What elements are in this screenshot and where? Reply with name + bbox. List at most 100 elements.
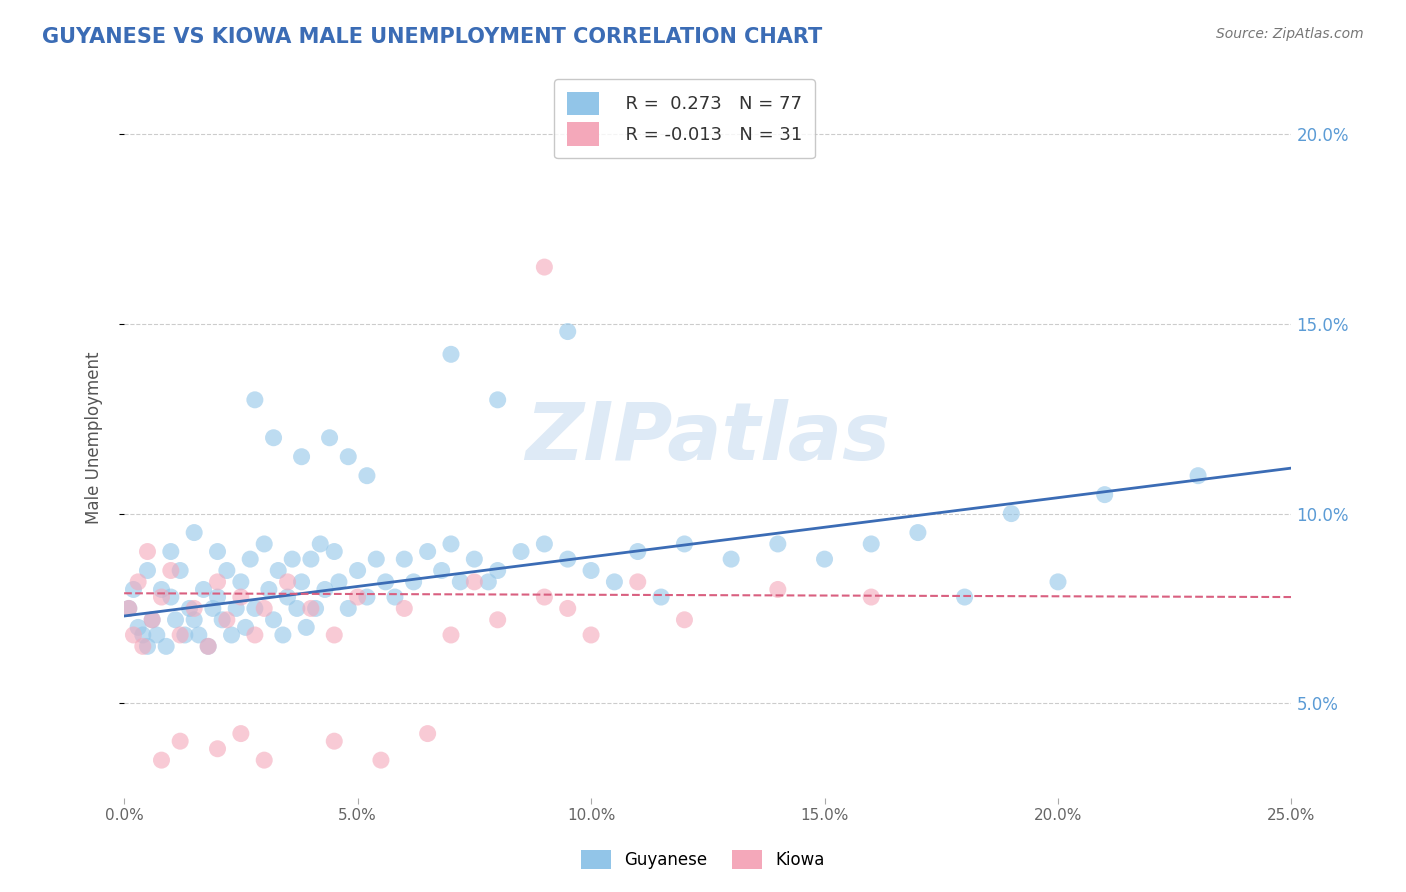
Point bbox=[235, 620, 257, 634]
Point bbox=[136, 640, 159, 654]
Point bbox=[197, 640, 219, 654]
Point bbox=[201, 601, 224, 615]
Point bbox=[557, 601, 579, 615]
Point bbox=[187, 628, 209, 642]
Point bbox=[374, 574, 396, 589]
Point bbox=[277, 574, 299, 589]
Point bbox=[127, 620, 149, 634]
Point bbox=[239, 552, 262, 566]
Point bbox=[179, 601, 201, 615]
Point bbox=[193, 582, 215, 597]
Point bbox=[1187, 468, 1209, 483]
Point bbox=[323, 734, 346, 748]
Point bbox=[243, 392, 266, 407]
Point bbox=[127, 574, 149, 589]
Point bbox=[720, 552, 742, 566]
Point bbox=[215, 613, 238, 627]
Point bbox=[907, 525, 929, 540]
Point bbox=[146, 628, 169, 642]
Point bbox=[173, 628, 195, 642]
Point bbox=[346, 564, 368, 578]
Point bbox=[271, 628, 294, 642]
Point bbox=[323, 628, 346, 642]
Text: GUYANESE VS KIOWA MALE UNEMPLOYMENT CORRELATION CHART: GUYANESE VS KIOWA MALE UNEMPLOYMENT CORR… bbox=[42, 27, 823, 46]
Point bbox=[253, 537, 276, 551]
Point bbox=[510, 544, 533, 558]
Point bbox=[229, 574, 252, 589]
Point bbox=[207, 590, 229, 604]
Point bbox=[281, 552, 304, 566]
Point bbox=[122, 628, 145, 642]
Point bbox=[150, 590, 173, 604]
Legend: Guyanese, Kiowa: Guyanese, Kiowa bbox=[571, 840, 835, 880]
Point bbox=[136, 544, 159, 558]
Point bbox=[813, 552, 835, 566]
Point bbox=[277, 590, 299, 604]
Point bbox=[155, 640, 177, 654]
Point bbox=[627, 574, 650, 589]
Point bbox=[122, 582, 145, 597]
Point bbox=[486, 392, 509, 407]
Point bbox=[309, 537, 332, 551]
Point bbox=[356, 468, 378, 483]
Point bbox=[299, 601, 322, 615]
Point bbox=[356, 590, 378, 604]
Point bbox=[533, 537, 555, 551]
Point bbox=[211, 613, 233, 627]
Point bbox=[440, 628, 463, 642]
Point bbox=[463, 552, 485, 566]
Point bbox=[402, 574, 425, 589]
Point bbox=[318, 431, 340, 445]
Point bbox=[953, 590, 976, 604]
Point bbox=[290, 574, 312, 589]
Point bbox=[136, 564, 159, 578]
Point bbox=[579, 564, 602, 578]
Point bbox=[449, 574, 471, 589]
Point bbox=[221, 628, 243, 642]
Point bbox=[169, 628, 191, 642]
Legend:   R =  0.273   N = 77,   R = -0.013   N = 31: R = 0.273 N = 77, R = -0.013 N = 31 bbox=[554, 79, 814, 158]
Point bbox=[159, 564, 181, 578]
Point bbox=[207, 574, 229, 589]
Point bbox=[627, 544, 650, 558]
Point bbox=[159, 544, 181, 558]
Point bbox=[150, 753, 173, 767]
Point bbox=[486, 613, 509, 627]
Point bbox=[1000, 507, 1022, 521]
Point bbox=[207, 741, 229, 756]
Point bbox=[253, 601, 276, 615]
Point bbox=[225, 601, 247, 615]
Point bbox=[207, 544, 229, 558]
Point bbox=[290, 450, 312, 464]
Point bbox=[150, 582, 173, 597]
Point bbox=[314, 582, 336, 597]
Point bbox=[486, 564, 509, 578]
Point bbox=[215, 564, 238, 578]
Point bbox=[673, 613, 696, 627]
Point bbox=[243, 601, 266, 615]
Point bbox=[394, 601, 416, 615]
Point bbox=[285, 601, 308, 615]
Point bbox=[141, 613, 163, 627]
Point bbox=[132, 628, 155, 642]
Point bbox=[370, 753, 392, 767]
Point bbox=[299, 552, 322, 566]
Point bbox=[463, 574, 485, 589]
Point bbox=[197, 640, 219, 654]
Point bbox=[860, 590, 883, 604]
Point bbox=[557, 552, 579, 566]
Point bbox=[263, 613, 285, 627]
Point bbox=[295, 620, 318, 634]
Point bbox=[253, 753, 276, 767]
Point bbox=[430, 564, 453, 578]
Point bbox=[384, 590, 406, 604]
Point bbox=[337, 601, 360, 615]
Point bbox=[366, 552, 388, 566]
Point bbox=[141, 613, 163, 627]
Point bbox=[766, 537, 789, 551]
Point bbox=[860, 537, 883, 551]
Text: Source: ZipAtlas.com: Source: ZipAtlas.com bbox=[1216, 27, 1364, 41]
Point bbox=[533, 590, 555, 604]
Point bbox=[603, 574, 626, 589]
Point bbox=[766, 582, 789, 597]
